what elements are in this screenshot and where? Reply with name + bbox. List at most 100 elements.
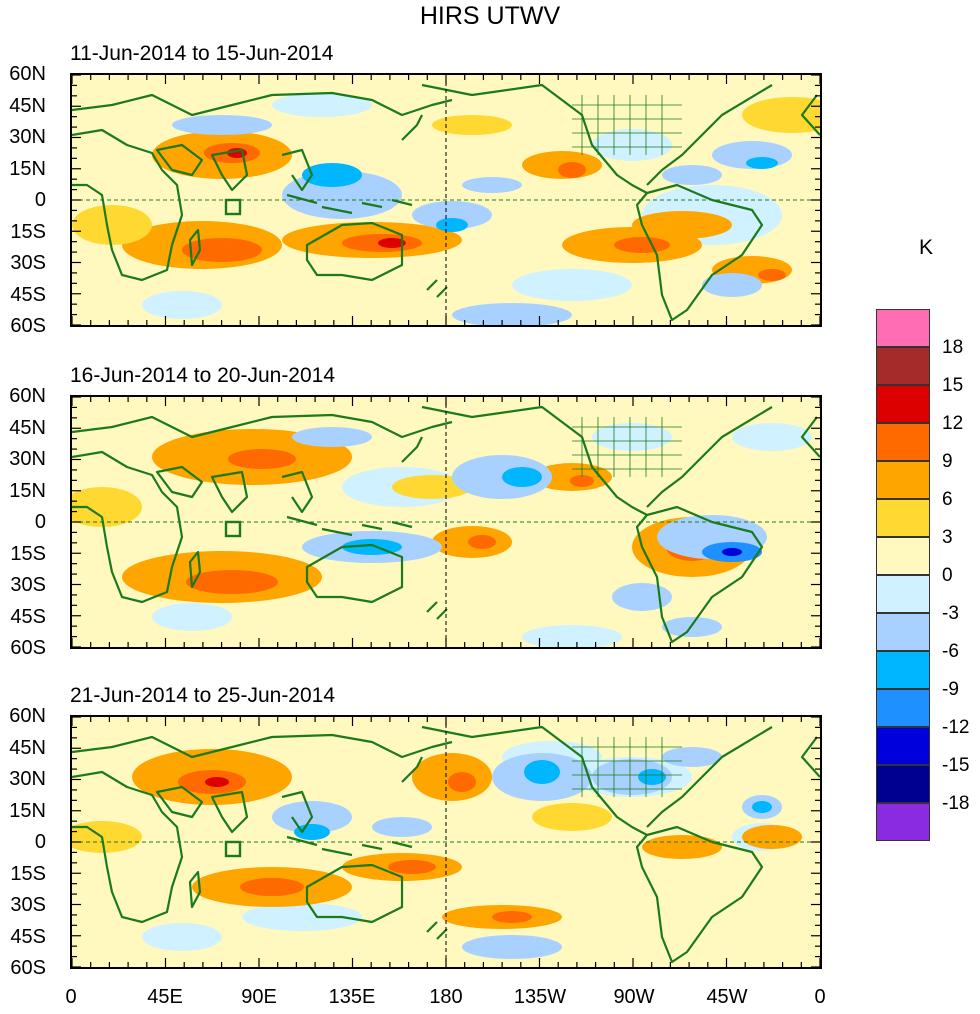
lon-label: 45E: [147, 986, 183, 1008]
coastline: [800, 94, 820, 136]
coastline: [401, 436, 423, 463]
panel-2-field: [72, 397, 820, 647]
p1-lat-label: 30N: [9, 126, 46, 148]
anomaly-region: [502, 467, 542, 487]
anomaly-region: [614, 237, 670, 253]
colorbar-unit: K: [919, 236, 934, 259]
anomaly-region: [242, 903, 362, 931]
colorbar-box: [876, 461, 930, 499]
anomaly-region: [746, 157, 778, 169]
coastline: [426, 601, 448, 620]
anomaly-region: [186, 570, 278, 594]
anomaly-region: [642, 835, 722, 859]
coastline: [646, 726, 773, 828]
p2-lat-label: 0: [34, 511, 46, 533]
p2-lat-label: 15N: [9, 480, 46, 502]
anomaly-region: [378, 238, 406, 248]
p2-lat-label: 30N: [9, 448, 46, 470]
anomaly-region: [240, 878, 304, 896]
p2-lat-label: 45N: [9, 417, 46, 439]
colorbar-box: [876, 803, 930, 841]
panel-3-title: 21-Jun-2014 to 25-Jun-2014: [70, 684, 336, 707]
p1-lat-label: 60S: [10, 315, 46, 337]
colorbar-label: -3: [942, 603, 959, 624]
coastline: [210, 148, 249, 192]
coastline: [286, 515, 413, 537]
coastline: [635, 825, 764, 964]
anomaly-region: [72, 205, 152, 245]
anomaly-region: [758, 269, 786, 281]
lon-label: 45W: [706, 986, 748, 1008]
coastline: [281, 148, 314, 192]
panel-2-map: [70, 395, 822, 649]
anomaly-region: [752, 801, 772, 813]
coastline: [155, 143, 204, 177]
coastline: [305, 221, 404, 282]
coastline: [286, 193, 413, 215]
anomaly-region: [182, 238, 262, 262]
p3-lat-label: 15N: [9, 800, 46, 822]
anomaly-region: [570, 475, 594, 487]
anomaly-region: [205, 777, 229, 787]
coastline: [281, 790, 314, 834]
anomaly-region: [302, 163, 362, 187]
anomaly-region: [512, 269, 632, 301]
coastline: [281, 470, 314, 514]
anomaly-region: [292, 427, 372, 447]
coastline: [421, 405, 648, 516]
anomaly-region: [722, 548, 742, 556]
anomaly-region: [742, 825, 802, 849]
anomaly-region: [228, 449, 296, 469]
panel-1-title: 11-Jun-2014 to 15-Jun-2014: [70, 42, 334, 65]
anomaly-region: [272, 93, 372, 117]
lon-label: 90E: [241, 986, 277, 1008]
anomaly-region: [612, 583, 672, 611]
coastline: [800, 416, 820, 458]
anomaly-region: [558, 162, 586, 178]
colorbar-box: [876, 651, 930, 689]
p2-lat-label: 30S: [10, 574, 46, 596]
colorbar-box: [876, 575, 930, 613]
colorbar-label: -15: [942, 755, 970, 776]
p2-lat-label: 45S: [10, 606, 46, 628]
anomaly-region: [432, 115, 512, 135]
panel-2-title: 16-Jun-2014 to 20-Jun-2014: [70, 364, 336, 387]
coastline: [646, 406, 773, 508]
coastline: [72, 770, 184, 924]
coastline: [305, 543, 404, 604]
panel-3-map: [70, 715, 822, 969]
coastline: [426, 921, 448, 940]
colorbar-label: 0: [942, 565, 953, 586]
anomaly-region: [152, 603, 232, 631]
lon-label: 0: [814, 986, 826, 1008]
anomaly-region: [462, 935, 562, 959]
panel-1-map: [70, 73, 822, 327]
anomaly-region: [702, 273, 762, 297]
colorbar-box: [876, 499, 930, 537]
p1-lat-label: 15N: [9, 158, 46, 180]
figure-title: HIRS UTWV: [419, 2, 561, 30]
coastline: [72, 733, 453, 759]
p2-lat-label: 15S: [10, 543, 46, 565]
anomaly-region: [522, 625, 622, 647]
p1-lat-label: 45S: [10, 284, 46, 306]
colorbar-label: 18: [942, 337, 964, 358]
anomaly-region: [172, 115, 272, 135]
colorbar-label: -18: [942, 793, 970, 814]
p1-lat-label: 60N: [9, 63, 46, 85]
anomaly-region: [412, 201, 492, 229]
coastline: [646, 84, 773, 186]
coastline: [305, 863, 404, 924]
colorbar-label: 15: [942, 375, 964, 396]
colorbar-label: 9: [942, 451, 953, 472]
p2-lat-label: 60N: [9, 385, 46, 407]
coastline: [72, 91, 453, 117]
anomaly-region: [638, 769, 666, 785]
colorbar-box: [876, 613, 930, 651]
p1-lat-label: 30S: [10, 252, 46, 274]
anomaly-region: [662, 165, 722, 185]
anomaly-region: [532, 803, 612, 831]
coastline: [800, 736, 820, 778]
anomaly-region: [492, 911, 532, 923]
coastline: [210, 470, 249, 514]
